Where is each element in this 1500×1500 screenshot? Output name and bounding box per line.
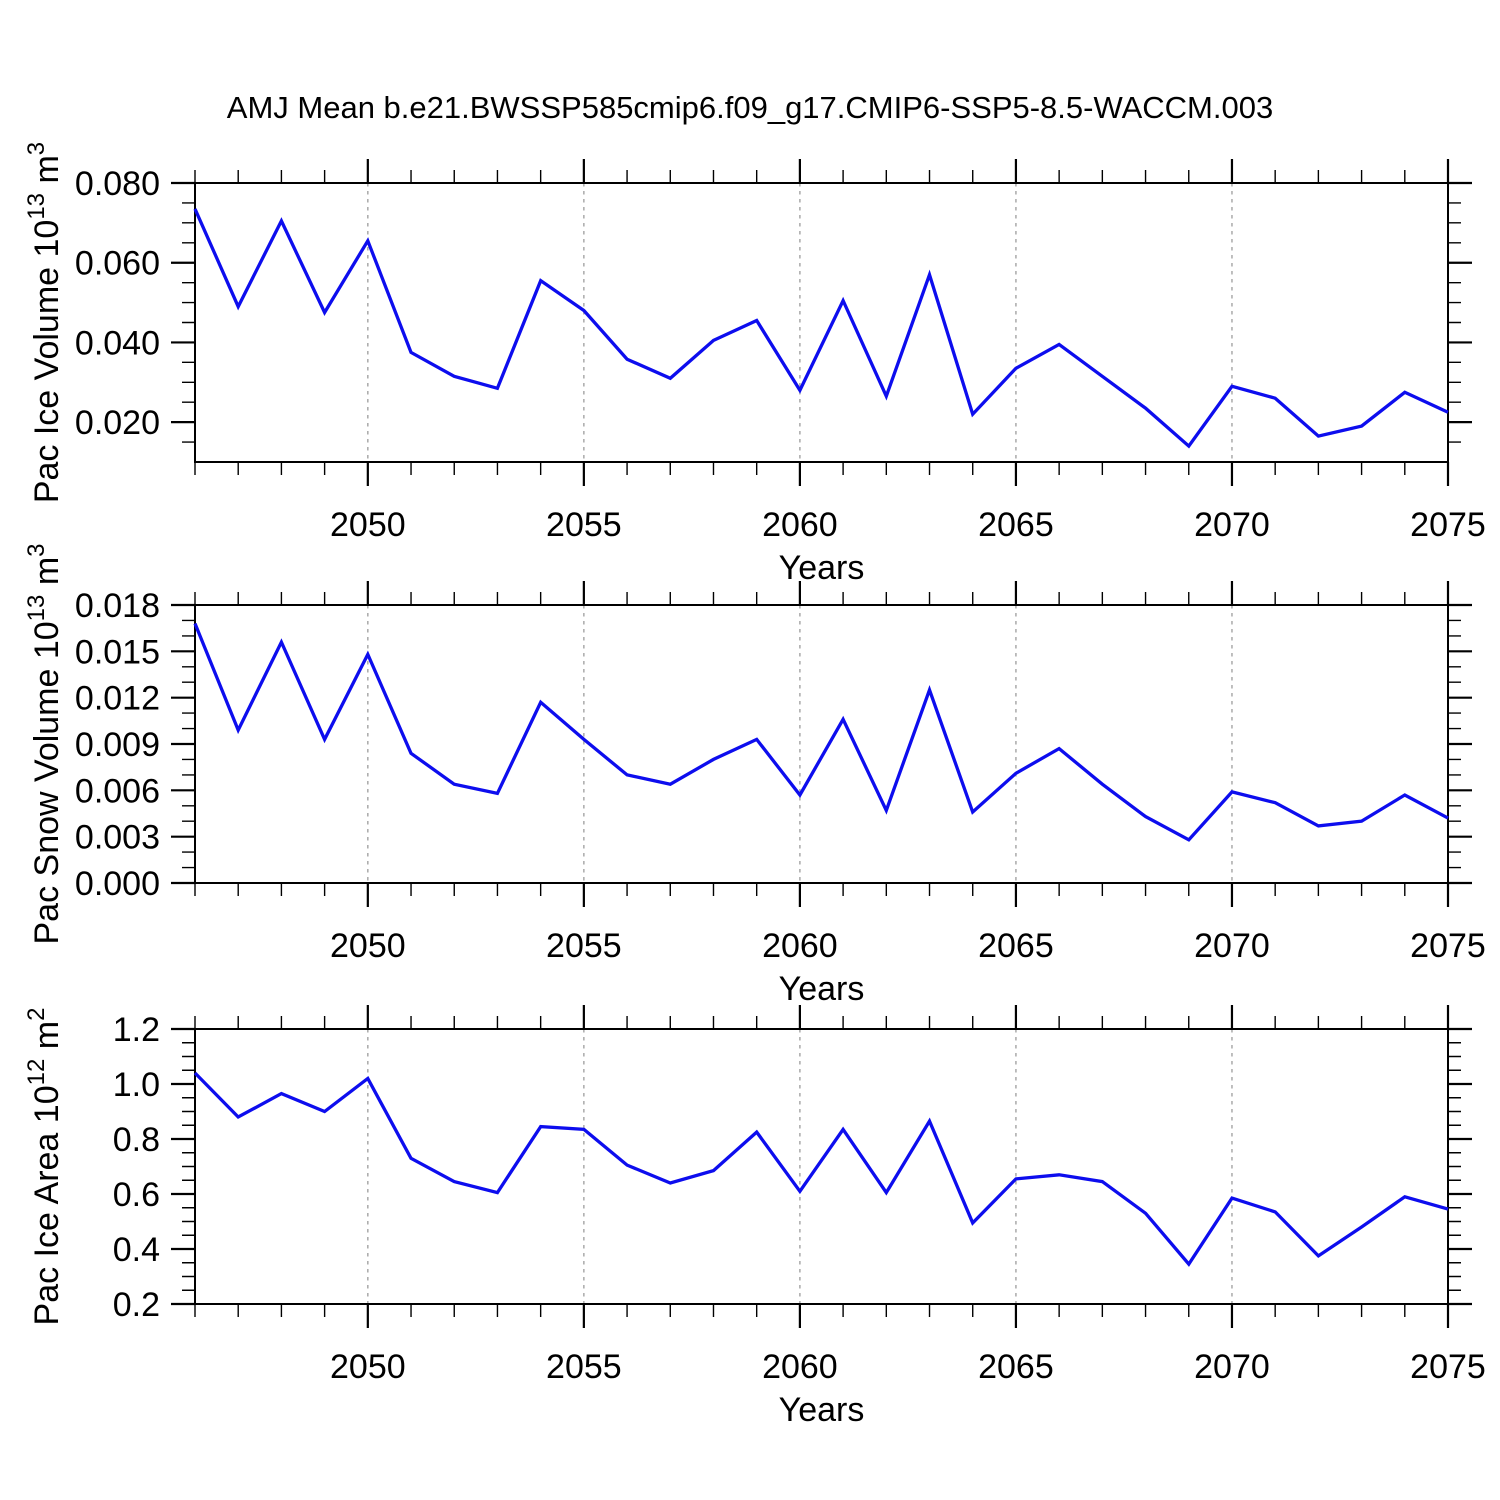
major-ticks: [171, 1005, 1472, 1328]
y-tick-label: 0.040: [75, 324, 160, 362]
x-tick-label: 2075: [1410, 927, 1486, 965]
x-tick-label: 2065: [978, 506, 1054, 544]
x-tick-label: 2075: [1410, 1348, 1486, 1386]
y-tick-label: 0.009: [75, 726, 160, 764]
major-ticks: [171, 581, 1472, 907]
panel-pac-snow-volume: 0.000 0.003 0.006 0.009 0.012 0.015 0.018 2050 2…: [23, 543, 1486, 1008]
x-axis-title: Years: [779, 549, 865, 587]
minor-ticks: [182, 592, 1461, 896]
chart-title: AMJ Mean b.e21.BWSSP585cmip6.f09_g17.CMI…: [226, 90, 1274, 125]
x-tick-label: 2050: [330, 506, 406, 544]
y-axis-title: Pac Ice Area 1012 m2: [23, 1008, 66, 1326]
plot-frame: [194, 182, 1449, 463]
x-tick-label: 2070: [1194, 927, 1270, 965]
x-tick-label: 2050: [330, 1348, 406, 1386]
y-tick-label: 0.4: [113, 1231, 160, 1269]
plot-frame: [194, 604, 1449, 884]
plot-frame: [194, 1028, 1449, 1305]
minor-ticks: [182, 1016, 1461, 1317]
x-tick-label: 2065: [978, 927, 1054, 965]
x-tick-label: 2070: [1194, 506, 1270, 544]
y-tick-label: 0.6: [113, 1176, 160, 1214]
y-tick-label: 1.2: [113, 1011, 160, 1049]
major-ticks: [171, 159, 1472, 486]
x-axis-title: Years: [779, 970, 865, 1008]
x-tick-label: 2075: [1410, 506, 1486, 544]
y-tick-label: 0.018: [75, 587, 160, 625]
y-tick-label: 0.8: [113, 1121, 160, 1159]
series-line-pac-snow-volume: [193, 622, 1449, 842]
x-tick-label: 2055: [546, 927, 622, 965]
minor-ticks: [182, 170, 1461, 475]
y-tick-label: 0.012: [75, 680, 160, 718]
y-tick-label: 0.060: [75, 245, 160, 283]
y-tick-label: 0.003: [75, 819, 160, 857]
panel-pac-ice-volume: 0.020 0.040 0.060 0.080 2050 2055 2060 2065 2070…: [23, 142, 1486, 587]
x-tick-label: 2065: [978, 1348, 1054, 1386]
x-tick-label: 2070: [1194, 1348, 1270, 1386]
x-tick-label: 2050: [330, 927, 406, 965]
y-axis-title: Pac Snow Volume 1013 m3: [23, 543, 66, 944]
series-line-pac-ice-area: [193, 1071, 1449, 1267]
x-tick-label: 2055: [546, 1348, 622, 1386]
y-tick-label: 0.000: [75, 865, 160, 903]
y-tick-label: 0.006: [75, 772, 160, 810]
y-tick-label: 0.020: [75, 404, 160, 442]
y-tick-label: 0.2: [113, 1286, 160, 1324]
x-tick-label: 2060: [762, 927, 838, 965]
x-tick-label: 2055: [546, 506, 622, 544]
y-axis-title: Pac Ice Volume 1013 m3: [23, 142, 66, 503]
x-tick-label: 2060: [762, 1348, 838, 1386]
y-tick-label: 1.0: [113, 1066, 160, 1104]
panel-pac-ice-area: 0.2 0.4 0.6 0.8 1.0 1.2 2050 2055 2060 2065 2070 20…: [23, 1005, 1486, 1429]
y-tick-label: 0.080: [75, 165, 160, 203]
y-tick-label: 0.015: [75, 633, 160, 671]
series-line-pac-ice-volume: [193, 208, 1449, 449]
x-axis-title: Years: [779, 1391, 865, 1429]
x-tick-label: 2060: [762, 506, 838, 544]
